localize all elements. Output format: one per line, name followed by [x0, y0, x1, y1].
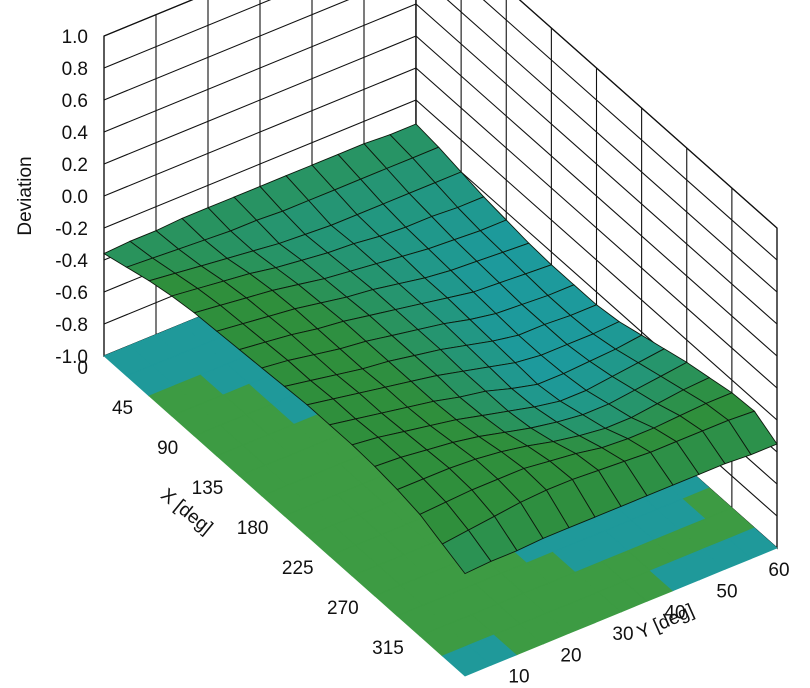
z-tick-label: 1.0 — [62, 27, 88, 48]
z-gridline — [103, 0, 778, 229]
x-tick-label: 0 — [77, 358, 88, 379]
x-tick-label: 315 — [372, 638, 404, 659]
x-tick-label: 135 — [192, 478, 224, 499]
tick-labels: 1.0 0.8 0.6 0.4 0.2 0.0 -0.2 -0.4 -0.6 -0.8 -1.00 4… — [55, 27, 789, 688]
z-tick-label: 0.0 — [62, 187, 88, 208]
y-tick-label: 10 — [508, 667, 529, 688]
y-tick-label: 60 — [768, 560, 789, 581]
z-tick-label: 0.4 — [62, 123, 89, 144]
z-tick-label: -0.8 — [55, 315, 88, 336]
z-tick-label: -0.4 — [55, 251, 88, 272]
z-tick-label: 0.2 — [62, 155, 88, 176]
y-tick-label: 30 — [612, 624, 633, 645]
z-tick-label: -0.6 — [55, 283, 88, 304]
z-tick-label: 0.8 — [62, 59, 88, 80]
z-tick-label: 0.6 — [62, 91, 88, 112]
x-tick-label: 90 — [157, 438, 178, 459]
floor-cell — [727, 527, 778, 560]
y-tick-label: 50 — [716, 581, 737, 602]
x-tick-label: 180 — [237, 518, 269, 539]
y-tick-label: 40 — [664, 603, 685, 624]
z-axis-label: Deviation — [15, 156, 36, 235]
y-tick-label: 20 — [560, 645, 581, 666]
surface-cell — [441, 529, 492, 575]
x-tick-label: 225 — [282, 558, 314, 579]
deviation-surface — [103, 123, 778, 575]
z-tick-label: -0.2 — [55, 219, 88, 240]
x-tick-label: 45 — [112, 398, 133, 419]
z-tick-label: -1.0 — [55, 347, 88, 368]
x-tick-label: 270 — [327, 598, 359, 619]
